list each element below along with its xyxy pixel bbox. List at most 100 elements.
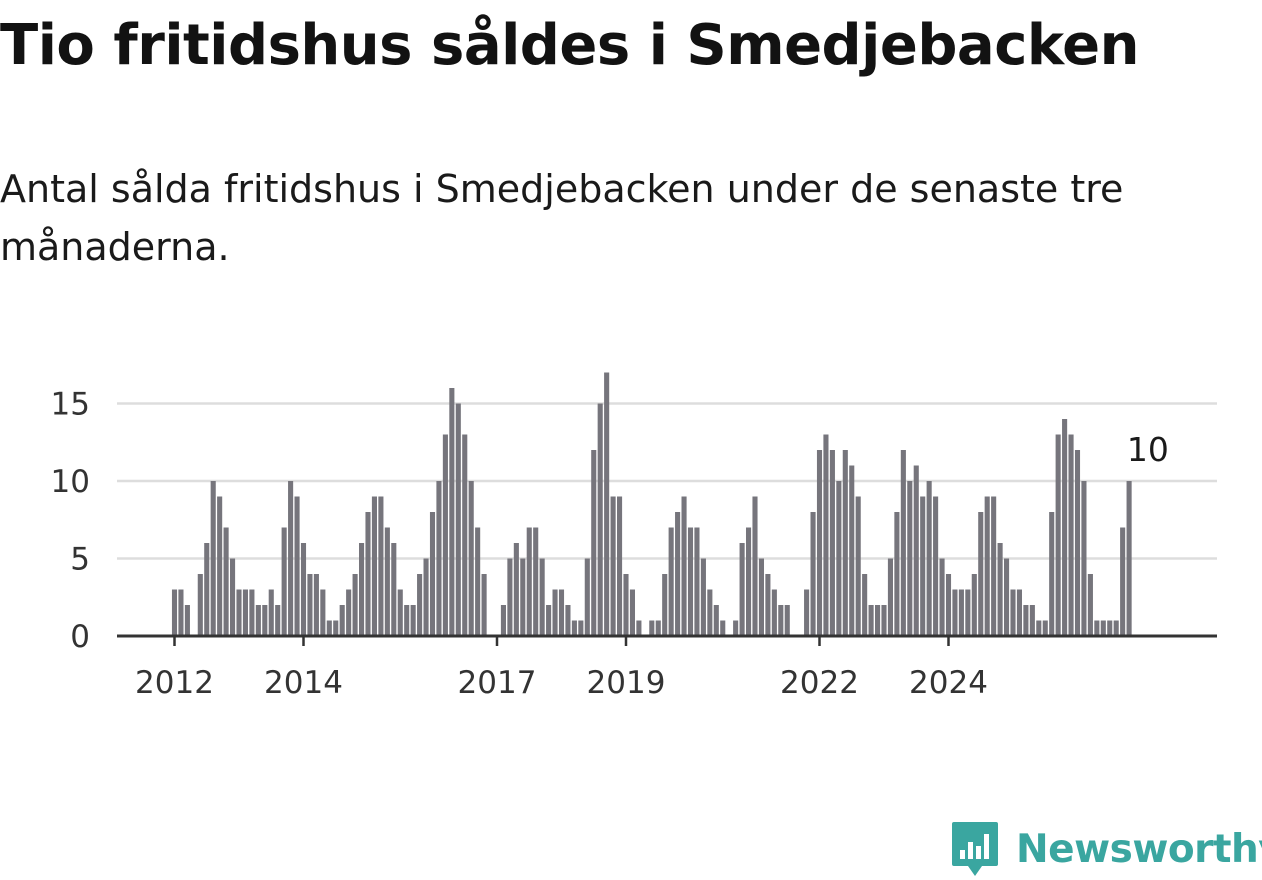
bar	[668, 527, 674, 636]
bar	[1004, 558, 1010, 636]
bar	[758, 558, 764, 636]
bar	[700, 558, 706, 636]
bar	[326, 620, 332, 636]
bar	[468, 481, 474, 636]
bar	[449, 388, 455, 636]
bar	[230, 558, 236, 636]
x-tick-label: 2022	[780, 665, 859, 701]
bar	[681, 496, 687, 636]
bar	[829, 450, 835, 636]
bar	[1087, 574, 1093, 636]
bar	[558, 589, 565, 636]
bar	[371, 496, 377, 636]
bar	[913, 465, 919, 636]
x-tick-label: 2012	[135, 665, 214, 701]
bar	[978, 512, 984, 636]
bar	[739, 543, 745, 636]
bar	[939, 558, 945, 636]
bar	[249, 589, 255, 636]
x-tick-label: 2019	[587, 665, 666, 701]
bar	[578, 620, 584, 636]
bar	[784, 605, 790, 636]
bar	[623, 574, 629, 636]
latest-value-label: 10	[1127, 430, 1169, 469]
bar	[262, 605, 268, 636]
bar	[204, 543, 210, 636]
bar	[1016, 589, 1022, 636]
brand-name: Newsworthy	[1016, 826, 1262, 872]
x-axis-ticks	[173, 636, 950, 646]
bar	[816, 450, 823, 636]
bar	[481, 574, 487, 636]
bar	[713, 605, 719, 636]
bar	[288, 481, 294, 636]
bar	[423, 558, 429, 636]
y-axis-labels: 0 5 10 15	[51, 387, 90, 656]
bar	[584, 558, 590, 636]
bar	[675, 512, 681, 636]
bar	[223, 527, 229, 636]
bar	[694, 527, 700, 636]
bar	[242, 589, 248, 636]
bar	[236, 589, 242, 636]
bar	[810, 512, 816, 636]
bar	[984, 496, 990, 636]
newsworthy-brand: Newsworthy	[950, 818, 1262, 880]
bar	[417, 574, 423, 636]
bar	[720, 620, 726, 636]
gridlines	[117, 402, 1217, 560]
bar	[397, 589, 403, 636]
bar	[1100, 620, 1106, 636]
bar	[1042, 620, 1048, 636]
bar	[1029, 605, 1035, 636]
bar	[275, 605, 281, 636]
x-axis-labels: 2012 2014 2017 2019 2022 2024	[135, 665, 988, 701]
bars	[171, 372, 1132, 636]
bar	[571, 620, 577, 636]
bar	[971, 574, 977, 636]
bar	[410, 605, 416, 636]
bar	[520, 558, 526, 636]
bar	[404, 605, 410, 636]
bar	[1010, 589, 1016, 636]
bar	[591, 450, 597, 636]
bar	[881, 605, 887, 636]
bar	[565, 605, 571, 636]
bar	[610, 496, 616, 636]
bar	[333, 620, 339, 636]
bar	[655, 620, 661, 636]
bar	[1049, 512, 1055, 636]
bar	[546, 605, 552, 636]
newsworthy-logo-icon	[952, 822, 998, 876]
bar	[217, 496, 223, 636]
bar	[636, 620, 642, 636]
bar	[687, 527, 694, 636]
bar	[178, 589, 184, 636]
x-tick-label: 2014	[264, 665, 343, 701]
bar	[868, 605, 874, 636]
bar	[455, 403, 461, 636]
bar	[842, 450, 848, 636]
bar	[823, 434, 829, 636]
bar	[952, 589, 958, 636]
bar	[707, 589, 713, 636]
bar	[1081, 481, 1087, 636]
x-tick-label: 2024	[909, 665, 988, 701]
bar	[1036, 620, 1042, 636]
bar	[436, 481, 442, 636]
bar	[1107, 620, 1113, 636]
bar	[526, 527, 532, 636]
bar	[429, 512, 436, 636]
bar	[378, 496, 384, 636]
bar	[210, 481, 216, 636]
bar	[339, 605, 345, 636]
bar	[849, 465, 855, 636]
bar	[597, 403, 603, 636]
bar	[475, 527, 481, 636]
bar	[965, 589, 971, 636]
bar	[649, 620, 655, 636]
bar	[365, 512, 371, 636]
bar	[778, 605, 784, 636]
bar	[533, 527, 539, 636]
bar	[507, 558, 513, 636]
